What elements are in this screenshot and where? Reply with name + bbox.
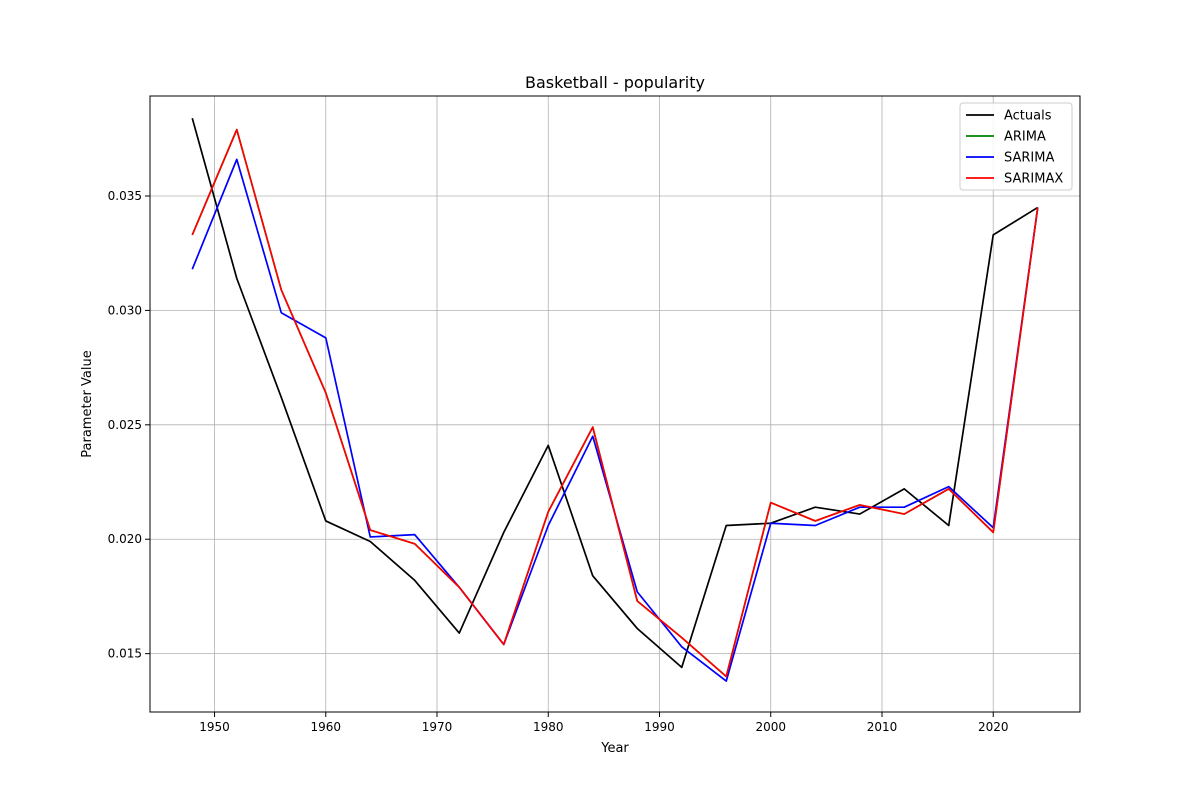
plot-frame xyxy=(149,95,1081,713)
x-tick-label: 1950 xyxy=(199,720,230,734)
y-axis-label: Parameter Value xyxy=(80,350,95,457)
series-line-sarimax xyxy=(191,128,1039,678)
series-lines xyxy=(191,117,1039,682)
x-tick-label: 1990 xyxy=(644,720,675,734)
grid xyxy=(150,96,1080,712)
y-tick-label: 0.030 xyxy=(108,303,142,317)
x-tick-label: 2000 xyxy=(755,720,786,734)
x-axis-ticks: 1950 1960 1970 1980 1990 2000 2010 2020 xyxy=(199,712,1009,734)
legend: Actuals ARIMA SARIMA SARIMAX xyxy=(959,102,1073,191)
chart-title: Basketball - popularity xyxy=(525,73,705,92)
y-tick-label: 0.015 xyxy=(108,647,142,661)
legend-label-sarimax: SARIMAX xyxy=(1004,172,1063,187)
series-line-actuals xyxy=(191,117,1039,669)
x-tick-label: 1980 xyxy=(533,720,564,734)
x-tick-label: 2010 xyxy=(867,720,898,734)
legend-label-sarima: SARIMA xyxy=(1004,151,1054,166)
y-tick-label: 0.025 xyxy=(108,418,142,432)
legend-label-arima: ARIMA xyxy=(1004,130,1046,145)
x-tick-label: 1960 xyxy=(310,720,341,734)
x-axis-label: Year xyxy=(600,741,629,756)
y-axis-ticks: 0.015 0.020 0.025 0.030 0.035 xyxy=(108,189,150,661)
x-tick-label: 1970 xyxy=(422,720,453,734)
y-tick-label: 0.020 xyxy=(108,532,142,546)
legend-frame xyxy=(959,102,1073,191)
legend-label-actuals: Actuals xyxy=(1004,109,1052,124)
y-tick-label: 0.035 xyxy=(108,189,142,203)
x-tick-label: 2020 xyxy=(978,720,1009,734)
